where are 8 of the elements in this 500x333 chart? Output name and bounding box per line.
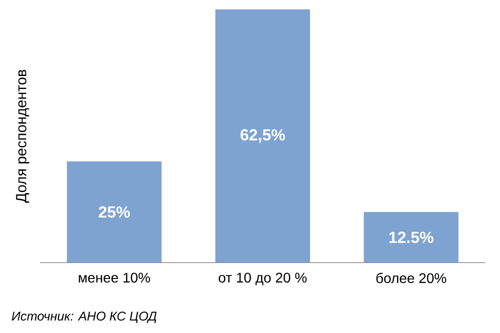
- data-label: 25%: [98, 206, 130, 218]
- x-tick-label: менее 10%: [78, 272, 150, 282]
- data-label: 62,5%: [240, 129, 285, 143]
- data-label: 12.5%: [389, 232, 434, 243]
- x-tick-label: более 20%: [376, 272, 446, 283]
- x-tick-label: от 10 до 20 %: [218, 272, 307, 286]
- y-axis-title: Доля респондентов: [16, 70, 30, 203]
- text: Источник: АНО КС ЦОД: [12, 311, 157, 323]
